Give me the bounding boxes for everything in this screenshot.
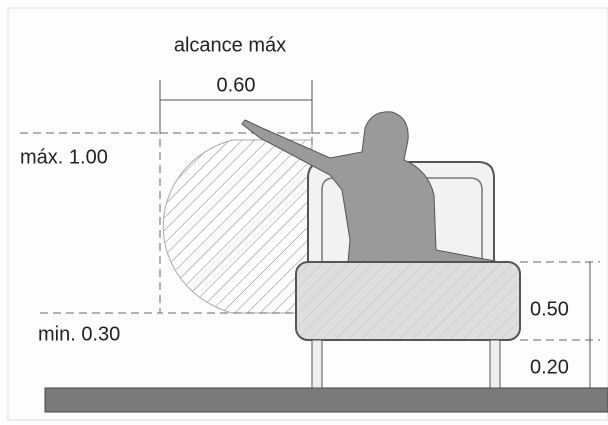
person xyxy=(241,111,501,263)
leg-height-label: 0.20 xyxy=(530,356,569,378)
bed-leg xyxy=(311,339,323,389)
bed-leg xyxy=(489,339,501,389)
reach-title: alcance máx xyxy=(174,34,286,56)
bed-hatch xyxy=(296,262,520,340)
max-label: máx. 1.00 xyxy=(20,146,108,168)
floor xyxy=(44,387,608,413)
reach-area xyxy=(162,139,313,314)
width-label: 0.60 xyxy=(217,74,256,96)
min-label: min. 0.30 xyxy=(38,323,120,345)
bed-height-label: 0.50 xyxy=(530,298,569,320)
frame xyxy=(7,7,608,421)
